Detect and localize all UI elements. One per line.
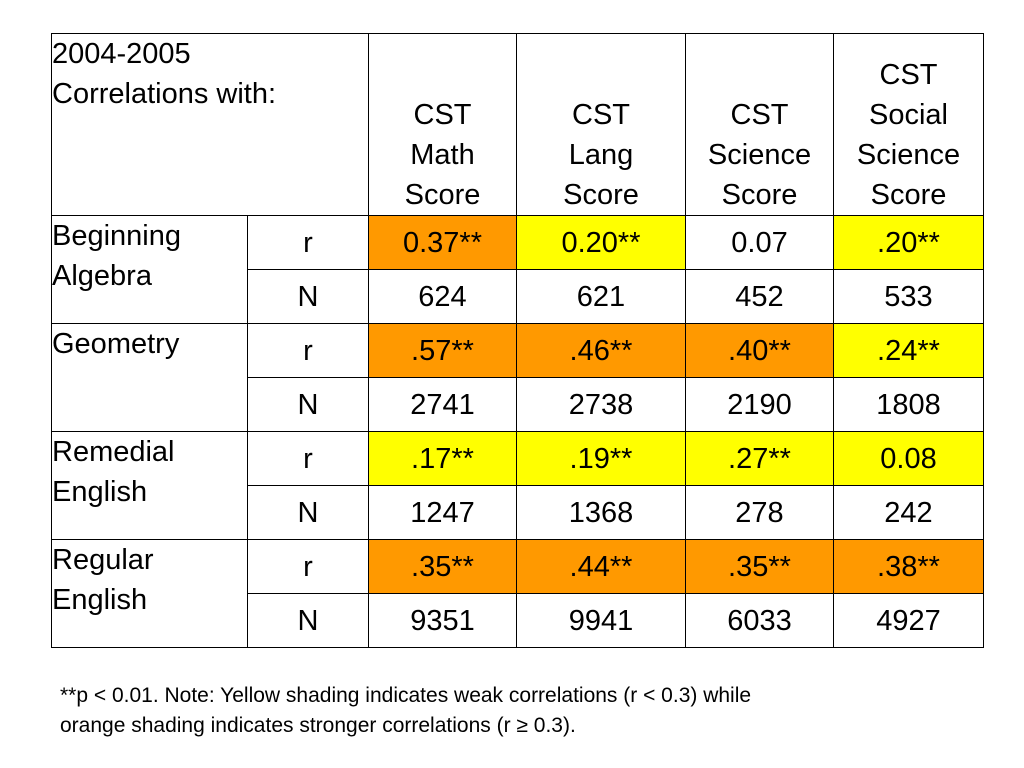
count-cell: 1368 — [516, 485, 686, 540]
correlation-cell: 0.20** — [516, 215, 686, 270]
stat-label-r: r — [247, 215, 369, 270]
row-label-geometry: Geometry — [51, 323, 248, 432]
correlation-cell: .19** — [516, 431, 686, 486]
count-cell: 533 — [833, 269, 984, 324]
count-cell: 624 — [368, 269, 517, 324]
row-label-line: Geometry — [52, 328, 180, 360]
column-header-line: Social — [869, 99, 948, 131]
table-corner-cell: 2004-2005 Correlations with: — [51, 33, 369, 216]
correlation-cell: .40** — [685, 323, 834, 378]
corner-line: Correlations with: — [52, 78, 277, 110]
count-cell: 9941 — [516, 593, 686, 648]
table-row: N 9351 9941 6033 4927 — [52, 593, 984, 648]
header-row: 2004-2005 Correlations with: CST Math Sc… — [51, 33, 984, 216]
correlation-cell: .24** — [833, 323, 984, 378]
correlation-cell: 0.07 — [685, 215, 834, 270]
column-header-line: Lang — [568, 139, 634, 171]
column-header-line: CST — [879, 59, 938, 91]
column-header-line: Score — [404, 179, 481, 211]
stat-label-n: N — [247, 377, 369, 432]
row-label-line: Beginning — [52, 220, 181, 252]
column-header-lang: CST Lang Score — [516, 33, 686, 216]
correlation-cell: .27** — [685, 431, 834, 486]
column-header-line: Score — [870, 179, 947, 211]
count-cell: 2738 — [516, 377, 686, 432]
column-header-line: CST — [413, 99, 472, 131]
stat-label-r: r — [247, 323, 369, 378]
correlation-table: 2004-2005 Correlations with: CST Math Sc… — [51, 33, 984, 648]
row-label-line: English — [52, 476, 148, 508]
footnote: **p < 0.01. Note: Yellow shading indicat… — [60, 681, 980, 741]
row-label-line: Regular — [52, 544, 154, 576]
row-label-regular-english: Regular English — [51, 539, 248, 648]
count-cell: 242 — [833, 485, 984, 540]
count-cell: 1247 — [368, 485, 517, 540]
correlation-cell: .20** — [833, 215, 984, 270]
column-header-line: Science — [856, 139, 961, 171]
table-row: N 1247 1368 278 242 — [52, 485, 984, 540]
correlation-cell: .44** — [516, 539, 686, 594]
table-row: Remedial English r .17** .19** .27** 0.0… — [51, 431, 984, 540]
table-row: N 2741 2738 2190 1808 — [52, 377, 984, 432]
column-header-line: Math — [410, 139, 475, 171]
stat-label-n: N — [247, 593, 369, 648]
row-label-line: Remedial — [52, 436, 175, 468]
count-cell: 278 — [685, 485, 834, 540]
stat-label-n: N — [247, 485, 369, 540]
correlation-cell: .17** — [368, 431, 517, 486]
stat-label-r: r — [247, 539, 369, 594]
count-cell: 9351 — [368, 593, 517, 648]
correlation-cell: .35** — [368, 539, 517, 594]
correlation-cell: .35** — [685, 539, 834, 594]
footnote-line: **p < 0.01. Note: Yellow shading indicat… — [60, 684, 752, 707]
count-cell: 1808 — [833, 377, 984, 432]
footnote-line: orange shading indicates stronger correl… — [60, 714, 576, 737]
column-header-line: CST — [730, 99, 789, 131]
correlation-cell: 0.37** — [368, 215, 517, 270]
count-cell: 2190 — [685, 377, 834, 432]
correlation-cell: .57** — [368, 323, 517, 378]
correlation-cell: .46** — [516, 323, 686, 378]
column-header-line: Science — [707, 139, 812, 171]
correlation-cell: 0.08 — [833, 431, 984, 486]
row-label-line: Algebra — [52, 260, 152, 292]
column-header-line: Score — [563, 179, 639, 211]
row-label-line: English — [52, 584, 148, 616]
stat-label-n: N — [247, 269, 369, 324]
table-row: Regular English r .35** .44** .35** .38*… — [51, 539, 984, 648]
column-header-math: CST Math Score — [368, 33, 517, 216]
count-cell: 4927 — [833, 593, 984, 648]
table-row: Beginning Algebra r 0.37** 0.20** 0.07 .… — [51, 215, 984, 324]
count-cell: 6033 — [685, 593, 834, 648]
column-header-social-science: CST Social Science Score — [833, 33, 984, 216]
corner-line: 2004-2005 — [52, 38, 191, 70]
column-header-line: CST — [572, 99, 630, 131]
row-label-beginning-algebra: Beginning Algebra — [51, 215, 248, 324]
correlation-cell: .38** — [833, 539, 984, 594]
table-row: N 624 621 452 533 — [52, 269, 984, 324]
count-cell: 2741 — [368, 377, 517, 432]
table-row: Geometry r .57** .46** .40** .24** — [51, 323, 984, 432]
column-header-science: CST Science Score — [685, 33, 834, 216]
column-header-line: Score — [721, 179, 798, 211]
count-cell: 452 — [685, 269, 834, 324]
stat-label-r: r — [247, 431, 369, 486]
count-cell: 621 — [516, 269, 686, 324]
row-label-remedial-english: Remedial English — [51, 431, 248, 540]
